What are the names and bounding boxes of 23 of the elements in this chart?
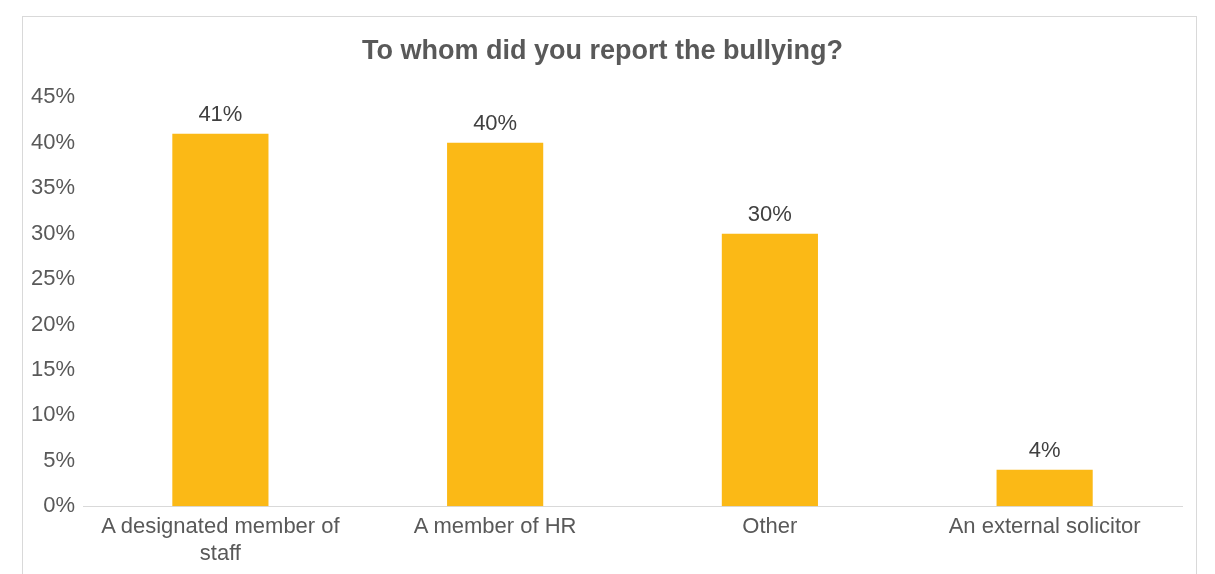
x-tick-label: A member of HR xyxy=(413,513,577,539)
bar xyxy=(996,469,1093,507)
bar xyxy=(172,133,269,507)
x-tick-label: An external solicitor xyxy=(948,513,1141,539)
y-tick-label: 0% xyxy=(43,492,76,518)
bar xyxy=(447,142,544,507)
y-tick-label: 25% xyxy=(30,265,76,291)
x-tick-label: A designated member of staff xyxy=(101,513,341,565)
data-label: 40% xyxy=(473,109,518,135)
y-tick-label: 5% xyxy=(43,446,76,472)
bar xyxy=(721,233,818,507)
chart-title: To whom did you report the bullying? xyxy=(362,34,843,65)
y-tick-label: 30% xyxy=(30,219,76,245)
data-label: 41% xyxy=(198,100,243,126)
data-label: 30% xyxy=(747,200,792,226)
y-tick-label: 10% xyxy=(30,401,76,427)
data-label: 4% xyxy=(1028,436,1061,462)
y-tick-label: 45% xyxy=(30,83,76,109)
x-tick-label: Other xyxy=(742,513,798,539)
y-tick-label: 15% xyxy=(30,356,76,381)
y-tick-label: 35% xyxy=(30,174,76,200)
y-tick-label: 20% xyxy=(30,310,76,336)
y-tick-label: 40% xyxy=(30,128,76,154)
